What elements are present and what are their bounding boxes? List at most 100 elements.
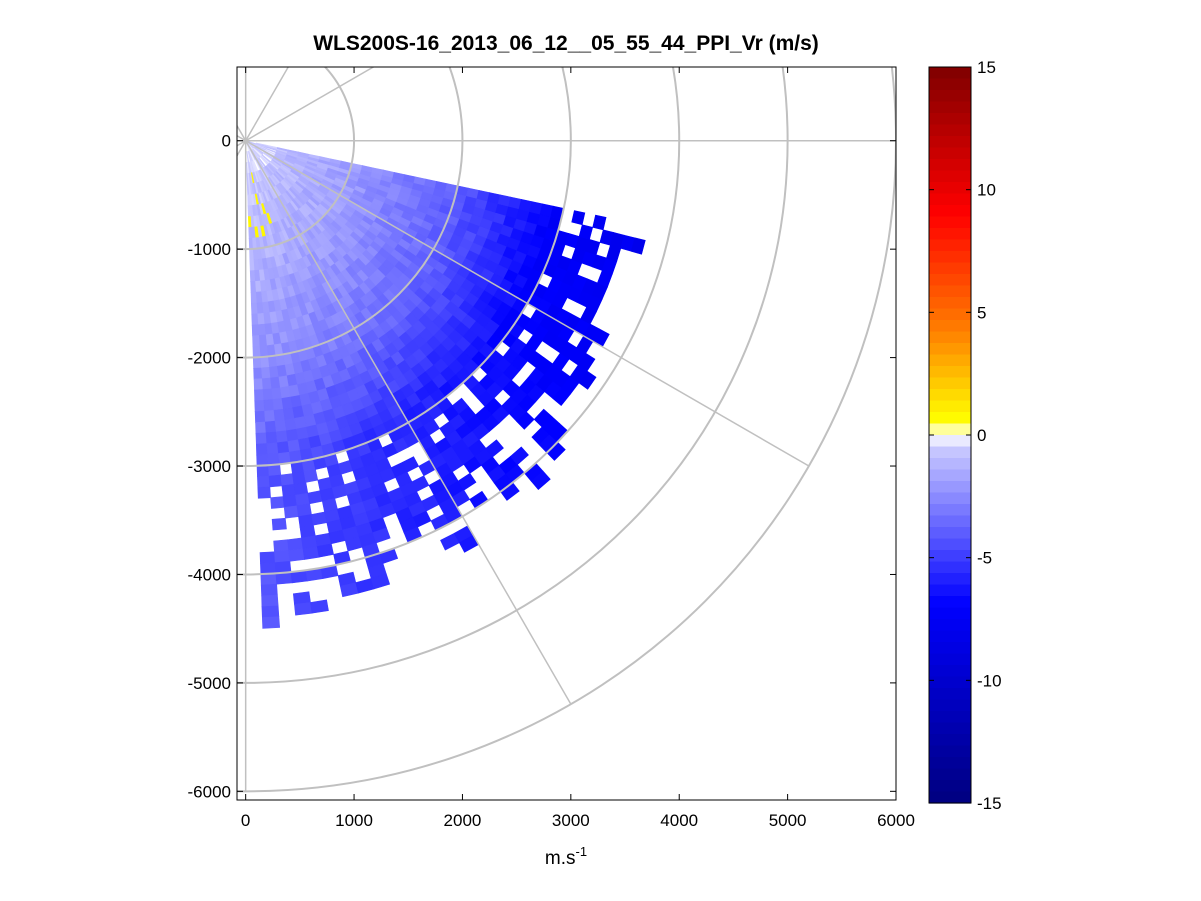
colorbar-band bbox=[929, 331, 971, 344]
velocity-cell bbox=[372, 527, 391, 544]
polar-grid bbox=[237, 67, 896, 793]
colorbar-band bbox=[929, 619, 971, 632]
y-tick-label: -5000 bbox=[188, 674, 231, 693]
chart-title: WLS200S-16_2013_06_12__05_55_44_PPI_Vr (… bbox=[313, 32, 819, 55]
colorbar-band bbox=[929, 676, 971, 689]
colorbar-tick-label: 5 bbox=[977, 303, 986, 322]
colorbar-band bbox=[929, 354, 971, 367]
colorbar-band bbox=[929, 297, 971, 310]
velocity-cell bbox=[267, 453, 281, 466]
colorbar-band bbox=[929, 630, 971, 643]
velocity-cell bbox=[257, 486, 271, 499]
x-tick-label: 0 bbox=[241, 811, 250, 830]
velocity-cell bbox=[254, 399, 265, 412]
y-axis: 0 -1000 -2000 -3000 -4000 -5000 -6000 bbox=[188, 132, 896, 801]
colorbar-tick-label: -5 bbox=[977, 549, 992, 568]
velocity-cell bbox=[311, 511, 328, 526]
velocity-cell bbox=[509, 446, 529, 466]
velocity-cell bbox=[271, 517, 287, 531]
velocity-cell bbox=[270, 496, 285, 509]
velocity-cell bbox=[262, 388, 274, 401]
y-tick-label: -6000 bbox=[188, 782, 231, 801]
velocity-cell bbox=[272, 398, 284, 411]
velocity-cell bbox=[630, 237, 646, 255]
colorbar-band bbox=[929, 412, 971, 425]
colorbar-band bbox=[929, 285, 971, 298]
velocity-cell bbox=[253, 378, 264, 391]
velocity-cell bbox=[260, 562, 277, 575]
y-tick-label: -1000 bbox=[188, 240, 231, 259]
colorbar-band bbox=[929, 308, 971, 321]
colorbar-band bbox=[929, 389, 971, 402]
velocity-cell bbox=[294, 602, 313, 616]
colorbar-band bbox=[929, 320, 971, 333]
x-axis: 0 1000 2000 3000 4000 5000 6000 bbox=[241, 67, 915, 830]
colorbar-band bbox=[929, 446, 971, 459]
colorbar-band bbox=[929, 527, 971, 540]
colorbar-band bbox=[929, 78, 971, 91]
colorbar-band bbox=[929, 492, 971, 505]
x-tick-label: 6000 bbox=[877, 811, 915, 830]
velocity-cell bbox=[255, 443, 268, 456]
velocity-cell bbox=[254, 389, 265, 402]
colorbar-band bbox=[929, 274, 971, 287]
azimuth-spoke bbox=[237, 140, 247, 147]
velocity-cell bbox=[261, 377, 273, 390]
velocity-cell bbox=[273, 539, 290, 553]
colorbar-band bbox=[929, 101, 971, 114]
colorbar-band bbox=[929, 481, 971, 494]
azimuth-spoke bbox=[245, 67, 375, 142]
velocity-cell bbox=[274, 550, 291, 563]
x-tick-label: 2000 bbox=[444, 811, 482, 830]
velocity-cell bbox=[261, 616, 281, 629]
velocity-cell bbox=[261, 594, 279, 608]
velocity-cell bbox=[287, 537, 304, 551]
velocity-cell bbox=[277, 441, 290, 454]
velocity-cell bbox=[264, 420, 277, 434]
colorbar-tick-label: 10 bbox=[977, 181, 996, 200]
colorbar-band bbox=[929, 435, 971, 448]
velocity-cell bbox=[275, 430, 289, 444]
colorbar-band bbox=[929, 469, 971, 482]
colorbar-band bbox=[929, 216, 971, 229]
velocity-cell bbox=[261, 605, 280, 618]
colorbar-band bbox=[929, 400, 971, 413]
velocity-cells bbox=[245, 140, 646, 629]
colorbar-band bbox=[929, 113, 971, 126]
colorbar-band bbox=[929, 193, 971, 206]
colorbar-band bbox=[929, 538, 971, 551]
colorbar-band bbox=[929, 515, 971, 528]
colorbar-band bbox=[929, 596, 971, 609]
velocity-cell bbox=[280, 473, 295, 487]
velocity-cell bbox=[255, 432, 268, 445]
velocity-cell bbox=[252, 356, 262, 369]
colorbar-band bbox=[929, 665, 971, 678]
colorbar-band bbox=[929, 205, 971, 218]
velocity-cell bbox=[264, 409, 276, 423]
velocity-cell bbox=[577, 352, 596, 372]
velocity-cell bbox=[252, 345, 262, 358]
colorbar-band bbox=[929, 653, 971, 666]
velocity-cell bbox=[252, 335, 261, 347]
colorbar-ticks: 15 10 5 0 -5 -10 -15 bbox=[929, 58, 1002, 813]
colorbar-bands bbox=[929, 67, 971, 804]
x-tick-label: 1000 bbox=[335, 811, 373, 830]
colorbar: 15 10 5 0 -5 -10 -15 bbox=[928, 58, 1002, 813]
colorbar-band bbox=[929, 377, 971, 390]
velocity-cell bbox=[282, 494, 298, 508]
colorbar-band bbox=[929, 584, 971, 597]
velocity-cell bbox=[310, 599, 329, 614]
colorbar-band bbox=[929, 90, 971, 103]
colorbar-band bbox=[929, 573, 971, 586]
plot-frame bbox=[236, 66, 897, 801]
colorbar-tick-label: -10 bbox=[977, 671, 1002, 690]
velocity-cell bbox=[530, 470, 551, 491]
y-tick-label: 0 bbox=[222, 132, 231, 151]
velocity-cell bbox=[260, 583, 278, 597]
colorbar-tick-label: -15 bbox=[977, 794, 1002, 813]
x-tick-label: 5000 bbox=[769, 811, 807, 830]
y-tick-label: -3000 bbox=[188, 457, 231, 476]
colorbar-band bbox=[929, 791, 971, 804]
velocity-cell bbox=[257, 475, 271, 488]
